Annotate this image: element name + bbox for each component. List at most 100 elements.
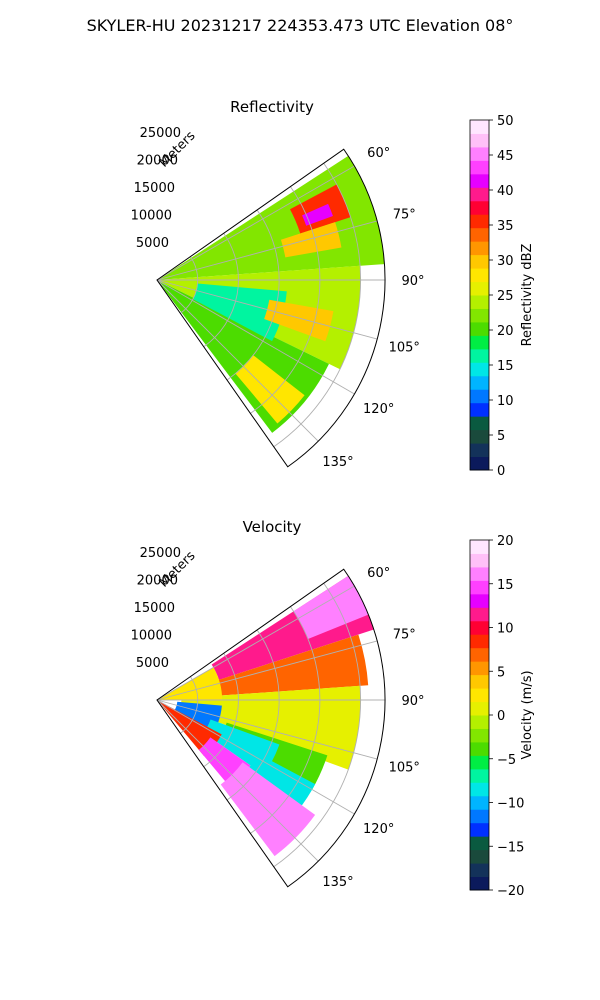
colorbar-segment: [470, 416, 489, 431]
colorbar-segment: [470, 281, 489, 296]
data-region: [159, 667, 223, 700]
reflectivity-angle-ticks: 60° 75° 90° 105° 120° 135°: [322, 146, 424, 470]
data-region: [246, 753, 316, 811]
angle-spoke: [156, 699, 355, 815]
colorbar-segment: [470, 863, 489, 878]
angle-tick-label: 90°: [401, 274, 424, 289]
colorbar-tick-label: 10: [497, 622, 514, 637]
colorbar-tick-label: −10: [497, 797, 524, 812]
colorbar-tick-label: 50: [497, 114, 514, 129]
angle-tick-label: 60°: [367, 146, 390, 161]
angle-tick-label: 120°: [363, 402, 394, 417]
colorbar-segment: [470, 580, 489, 595]
radial-tick-label: 25000: [140, 546, 181, 561]
angle-spoke: [156, 279, 378, 340]
colorbar-segment: [470, 335, 489, 350]
colorbar-segment: [470, 849, 489, 864]
colorbar-segment: [470, 593, 489, 608]
velocity-panel: Velocity 5000 10000 15000 20000 25000 60° 75°…: [131, 518, 535, 899]
angle-tick-label: 135°: [322, 875, 353, 890]
colorbar-segment: [470, 540, 489, 554]
colorbar-label: Velocity (m/s): [520, 670, 535, 759]
data-region: [192, 283, 287, 342]
colorbar-segment: [470, 146, 489, 161]
colorbar-segment: [470, 647, 489, 662]
angle-tick-label: 90°: [401, 694, 424, 709]
colorbar-tick-label: 10: [497, 394, 514, 409]
colorbar-segment: [470, 634, 489, 649]
colorbar-segment: [470, 688, 489, 703]
colorbar-segment: [470, 133, 489, 148]
colorbar-tick-label: 5: [497, 665, 505, 680]
colorbar-tick-label: 30: [497, 254, 514, 269]
colorbar-tick-label: 0: [497, 464, 505, 479]
range-ring: [226, 209, 280, 381]
colorbar-tick-label: 35: [497, 219, 514, 234]
colorbar-segment: [470, 214, 489, 229]
reflectivity-radial-ticks: 5000 10000 15000 20000 25000: [131, 126, 181, 251]
colorbar-segment: [470, 241, 489, 256]
colorbar-segment: [470, 187, 489, 202]
radial-tick-label: 10000: [131, 209, 172, 224]
angle-spoke: [156, 699, 378, 760]
figure-title: SKYLER-HU 20231217 224353.473 UTC Elevat…: [86, 16, 514, 35]
range-ring: [273, 162, 361, 448]
range-ring: [250, 606, 321, 834]
colorbar-segment: [470, 661, 489, 676]
colorbar-segment: [470, 456, 489, 471]
colorbar-segment: [470, 362, 489, 377]
colorbar-label: Reflectivity dBZ: [520, 244, 535, 347]
data-region: [264, 299, 334, 342]
velocity-colorbar: −20 −15 −10 −5 0 5 10 15 20: [469, 534, 524, 899]
angle-spoke: [156, 699, 319, 862]
radial-tick-label: 20000: [137, 574, 178, 589]
range-ring: [203, 653, 239, 768]
chart-title: Reflectivity: [230, 98, 314, 116]
colorbar-segment: [470, 443, 489, 458]
colorbar-segment: [470, 566, 489, 581]
angle-tick-label: 75°: [393, 208, 416, 223]
data-region: [195, 634, 369, 698]
radial-tick-label: 15000: [134, 181, 175, 196]
colorbar-segment: [470, 809, 489, 824]
colorbar-segment: [470, 295, 489, 309]
angle-tick-label: 120°: [363, 822, 394, 837]
colorbar-segment: [470, 795, 489, 810]
range-ring: [226, 629, 280, 801]
colorbar-segment: [470, 402, 489, 417]
colorbar-segment: [470, 607, 489, 622]
colorbar-tick-label: 0: [497, 709, 505, 724]
velocity-radial-ticks: 5000 10000 15000 20000 25000: [131, 546, 181, 671]
colorbar-segment: [470, 227, 489, 242]
data-region: [302, 203, 333, 226]
colorbar-segment: [470, 389, 489, 404]
radial-tick-label: 5000: [136, 236, 169, 251]
colorbar-segment: [470, 429, 489, 444]
colorbar-segment: [470, 160, 489, 175]
colorbar-segment: [470, 755, 489, 770]
colorbar-tick-label: −5: [497, 753, 516, 768]
colorbar-segment: [470, 728, 489, 743]
colorbar-segment: [470, 120, 489, 134]
colorbar-segment: [470, 553, 489, 568]
angle-spoke: [156, 279, 319, 442]
velocity-grid: [156, 568, 386, 888]
reflectivity-panel: Reflectivity 5000 10000 15000 20000 25000 60…: [131, 98, 535, 479]
sector-outline: [156, 568, 386, 888]
range-ring: [250, 186, 321, 414]
colorbar-segment: [470, 836, 489, 851]
colorbar-tick-label: 20: [497, 534, 514, 549]
radial-tick-label: 25000: [140, 126, 181, 141]
colorbar-segment: [470, 348, 489, 363]
colorbar-tick-label: 20: [497, 324, 514, 339]
colorbar-segment: [470, 375, 489, 390]
colorbar-segment: [470, 200, 489, 215]
angle-tick-label: 105°: [389, 760, 420, 775]
reflectivity-colorbar: 0 5 10 15 20 25 30 35 40 45 50: [469, 114, 514, 479]
radial-tick-label: 10000: [131, 629, 172, 644]
angle-tick-label: 105°: [389, 340, 420, 355]
colorbar-tick-label: −15: [497, 840, 524, 855]
colorbar-tick-label: 5: [497, 429, 505, 444]
angle-spoke: [156, 279, 355, 395]
colorbar-segment: [470, 620, 489, 635]
